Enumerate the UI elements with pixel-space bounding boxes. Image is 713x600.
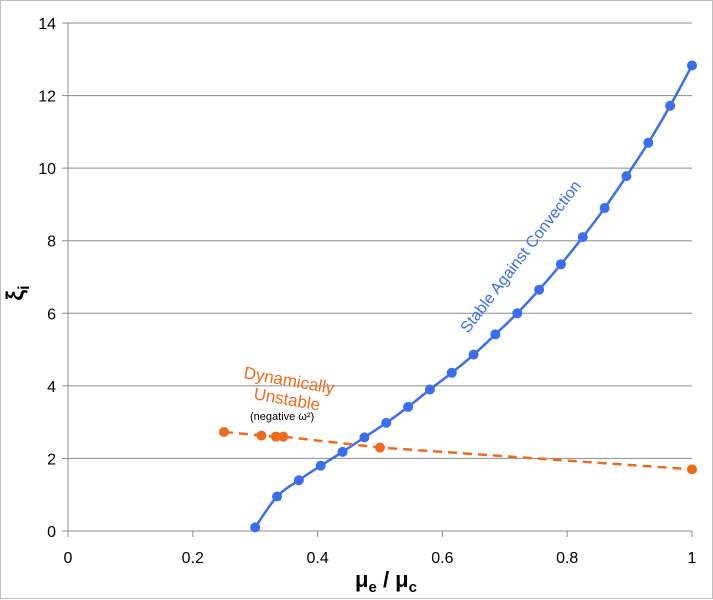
series-1 (219, 426, 697, 475)
x-tick-label: 0.2 (182, 550, 204, 567)
data-point (687, 464, 697, 475)
data-point (403, 401, 414, 412)
x-tick-label: 1 (688, 550, 697, 567)
data-point (446, 367, 457, 378)
y-tick-label: 0 (47, 524, 56, 541)
x-axis-slash: / (377, 567, 395, 592)
data-point (687, 60, 697, 71)
data-point (621, 171, 632, 182)
y-tick-labels: 0 2 4 6 8 10 12 14 (38, 16, 56, 541)
data-point (534, 284, 545, 295)
annotation-unstable-note: (negative ω²) (250, 411, 314, 423)
y-axis-sub-i: i (16, 285, 33, 289)
data-point (468, 349, 479, 360)
data-point (293, 475, 304, 486)
x-axis-sub-e: e (368, 579, 376, 596)
x-tick-label: 0.4 (306, 550, 328, 567)
data-point (512, 308, 523, 319)
x-axis-label: μe / μc (355, 567, 417, 596)
data-point (490, 329, 501, 340)
data-point (337, 446, 348, 457)
data-point (643, 137, 654, 148)
y-tick-label: 12 (38, 89, 56, 106)
data-point (256, 430, 267, 441)
series-line-dashed (223, 430, 693, 471)
data-point (424, 384, 435, 395)
data-point (315, 460, 326, 471)
y-tick-label: 8 (47, 234, 56, 251)
data-point (599, 203, 610, 214)
x-axis-mu-c: μ (395, 567, 408, 592)
series-layer (219, 60, 697, 533)
data-point (219, 426, 229, 437)
data-point (250, 522, 261, 533)
y-axis-xi: ξ (2, 290, 29, 301)
x-tick-label: 0 (64, 550, 73, 567)
x-tick-labels: 0 0.2 0.4 0.6 0.8 1 (64, 550, 697, 567)
x-tick-label: 0.6 (431, 550, 453, 567)
data-point (577, 232, 588, 243)
data-point (272, 491, 283, 502)
x-axis-sub-c: c (409, 579, 417, 596)
data-point (375, 442, 385, 453)
data-point (270, 431, 281, 442)
series-0 (250, 60, 697, 533)
grid-lines (68, 22, 692, 459)
x-axis-mu-e: μ (355, 567, 368, 592)
y-axis-label: ξi (2, 285, 33, 300)
y-tick-label: 10 (38, 161, 56, 178)
y-tick-label: 2 (47, 451, 56, 468)
x-tick-label: 0.8 (556, 550, 578, 567)
y-tick-label: 4 (47, 379, 56, 396)
axes (62, 22, 693, 537)
data-point (278, 431, 289, 442)
y-tick-label: 6 (47, 306, 56, 323)
y-tick-label: 14 (38, 16, 56, 33)
data-point (665, 100, 676, 111)
data-point (381, 417, 392, 428)
data-point (359, 432, 370, 443)
data-point (555, 259, 566, 270)
